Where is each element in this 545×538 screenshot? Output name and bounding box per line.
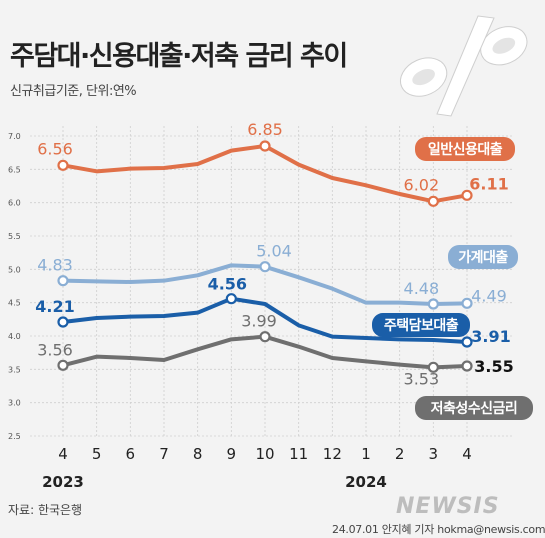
x-tick-label: 10 xyxy=(255,445,274,463)
data-point xyxy=(461,297,473,309)
series-tag-label: 주택담보대출 xyxy=(384,317,459,334)
data-label: 3.53 xyxy=(404,369,440,388)
y-tick-label: 7.0 xyxy=(8,132,21,141)
x-tick-label: 4 xyxy=(462,445,472,463)
year-label: 2023 xyxy=(42,473,84,491)
x-tick-label: 5 xyxy=(92,445,102,463)
y-tick-label: 6.0 xyxy=(8,199,21,208)
y-tick-label: 6.5 xyxy=(8,165,21,174)
data-label: 3.55 xyxy=(474,357,513,376)
percent-icon xyxy=(400,15,528,117)
series-layer: 6.56 6.85 6.02 6.11 4.83 5.04 4.48 4.49 4.21 4.56… xyxy=(35,120,513,388)
series-tag-label: 가계대출 xyxy=(458,249,508,266)
y-tick-label: 5.0 xyxy=(8,265,21,274)
x-tick-label: 4 xyxy=(58,445,68,463)
y-tick-label: 5.5 xyxy=(8,232,21,241)
y-axis-ticks: 7.0 6.5 6.0 5.5 5.0 4.5 4.0 3.5 3.0 2.5 xyxy=(8,132,21,441)
series-tag-box xyxy=(415,137,515,161)
series-tag-box xyxy=(415,396,533,420)
y-tick-label: 4.5 xyxy=(8,299,21,308)
data-label: 6.56 xyxy=(37,139,73,158)
source-note: 자료: 한국은행 xyxy=(8,503,83,517)
data-point xyxy=(259,331,271,343)
y-tick-label: 3.0 xyxy=(8,399,21,408)
data-label: 3.56 xyxy=(37,340,73,359)
page-title: 주담대·신용대출·저축 금리 추이 xyxy=(10,41,348,72)
y-tick-label: 4.0 xyxy=(8,332,21,341)
data-label: 4.21 xyxy=(35,297,74,316)
data-point xyxy=(461,189,473,201)
data-label: 3.91 xyxy=(471,327,510,346)
data-label: 4.49 xyxy=(471,286,507,305)
data-label: 6.02 xyxy=(404,175,440,194)
x-tick-label: 1 xyxy=(361,445,371,463)
newsis-logo: NEWSIS xyxy=(396,494,500,519)
data-point xyxy=(259,261,271,273)
data-label: 6.11 xyxy=(469,174,508,193)
x-tick-label: 11 xyxy=(289,445,308,463)
y-tick-label: 2.5 xyxy=(8,432,21,441)
data-point xyxy=(57,359,69,371)
data-point xyxy=(427,298,439,310)
x-tick-label: 12 xyxy=(323,445,342,463)
x-tick-label: 2 xyxy=(395,445,405,463)
x-tick-label: 7 xyxy=(159,445,169,463)
data-point xyxy=(461,336,473,348)
series-tag-label: 저축성수신금리 xyxy=(431,401,518,417)
data-label: 4.56 xyxy=(208,275,247,294)
series-tag-box xyxy=(448,245,518,269)
series-tag-label: 일반신용대출 xyxy=(428,141,503,158)
data-label: 3.99 xyxy=(241,312,277,331)
data-point xyxy=(427,361,439,373)
series-line xyxy=(62,296,468,344)
data-point xyxy=(461,360,473,372)
x-tick-label: 3 xyxy=(429,445,439,463)
year-label: 2024 xyxy=(345,473,387,491)
data-label: 5.04 xyxy=(256,242,292,261)
x-tick-label: 9 xyxy=(227,445,237,463)
data-point xyxy=(225,293,237,305)
data-label: 6.85 xyxy=(247,120,283,139)
credit-note: 24.07.01 안지혜 기자 hokma@newsis.com xyxy=(332,523,545,536)
series-tag-box xyxy=(372,313,470,337)
y-tick-label: 3.5 xyxy=(8,365,21,374)
data-label: 4.48 xyxy=(404,279,440,298)
data-point xyxy=(57,275,69,287)
x-tick-label: 6 xyxy=(126,445,136,463)
data-point xyxy=(57,316,69,328)
data-point xyxy=(259,140,271,152)
data-label: 4.83 xyxy=(37,256,73,275)
x-tick-label: 8 xyxy=(193,445,203,463)
chart-subtitle: 신규취급기준, 단위:연% xyxy=(10,84,137,99)
data-point xyxy=(427,195,439,207)
data-point xyxy=(57,159,69,171)
